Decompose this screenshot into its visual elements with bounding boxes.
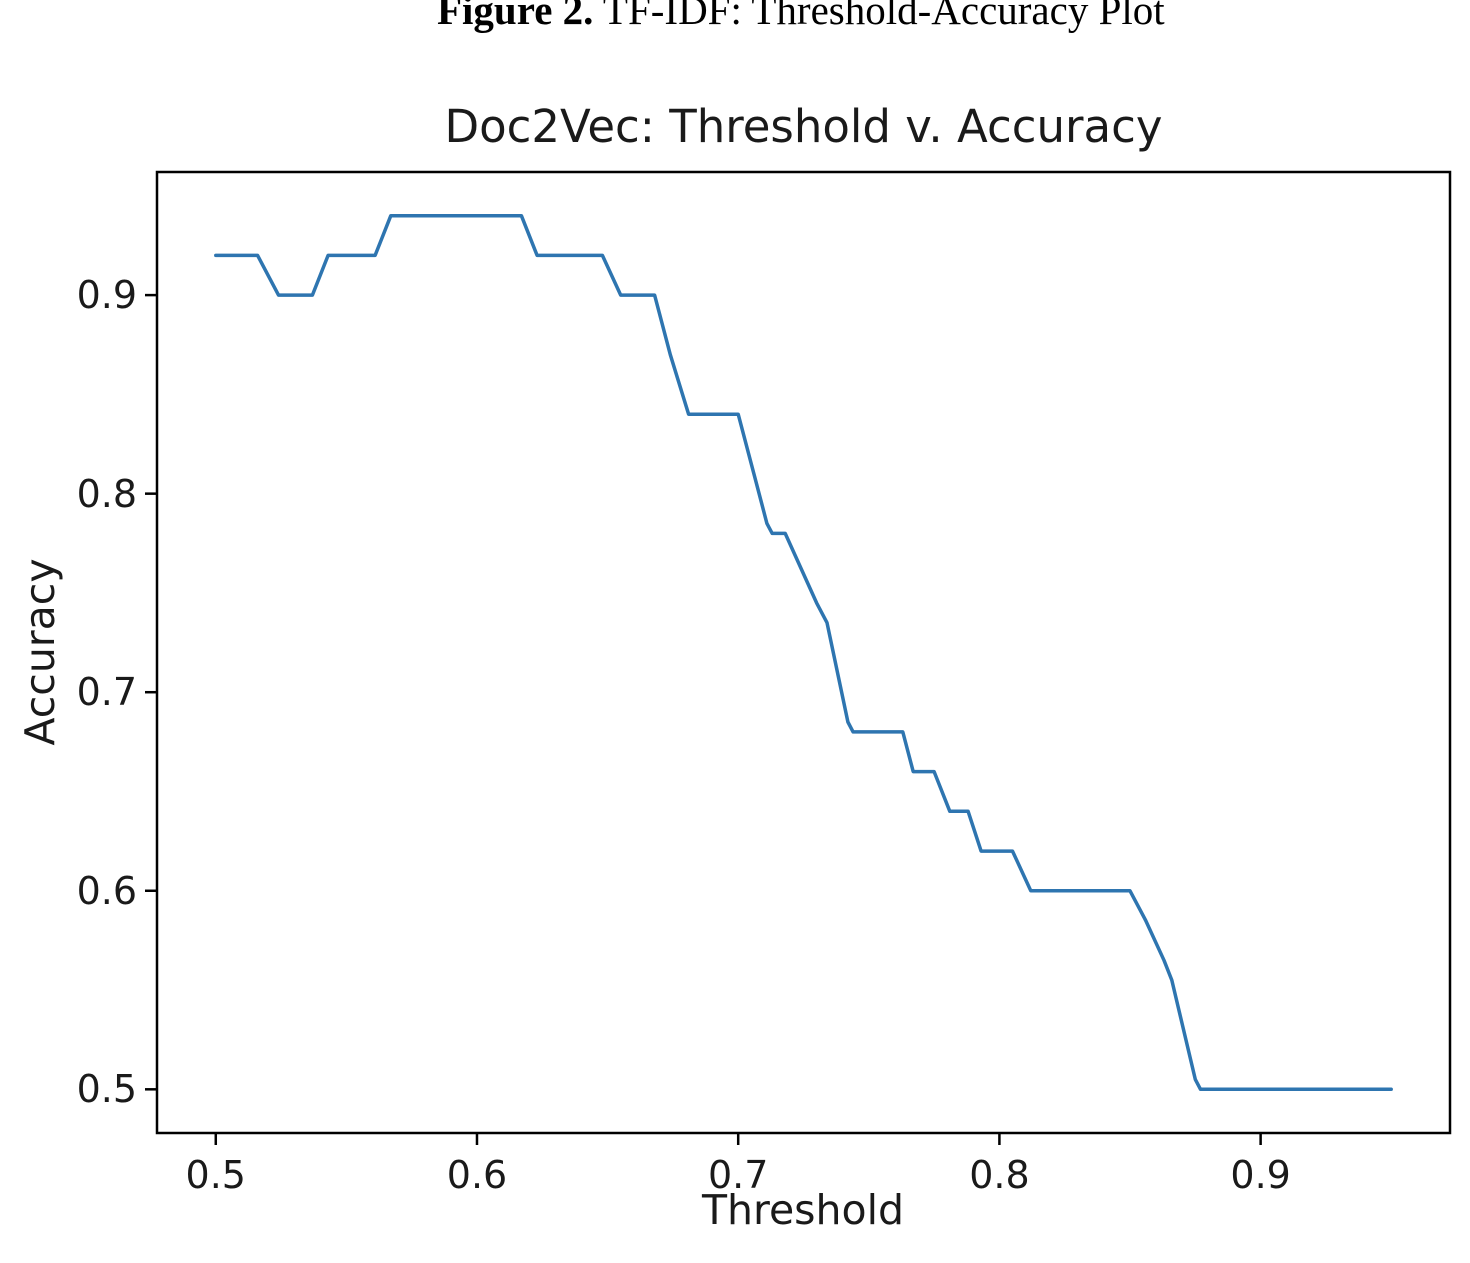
- x-tick-label: 0.8: [969, 1153, 1030, 1197]
- y-tick-label: 0.7: [76, 670, 137, 715]
- y-tick-label: 0.9: [76, 273, 137, 318]
- x-axis-label: Threshold: [701, 1186, 905, 1234]
- y-tick-label: 0.6: [76, 868, 137, 913]
- x-tick-label: 0.9: [1230, 1153, 1291, 1197]
- y-tick-label: 0.5: [76, 1067, 137, 1112]
- figure-caption-text: TF-IDF: Threshold-Accuracy Plot: [593, 0, 1165, 33]
- x-tick-label: 0.7: [707, 1153, 769, 1197]
- chart-title: Doc2Vec: Threshold v. Accuracy: [444, 100, 1163, 153]
- y-tick-label: 0.8: [76, 471, 137, 516]
- axes-box: [155, 170, 1452, 1135]
- figure-caption: Figure 2. TF-IDF: Threshold-Accuracy Plo…: [437, 0, 1165, 31]
- x-tick-label: 0.5: [185, 1153, 246, 1197]
- accuracy-line: [214, 213, 1393, 1092]
- x-tick-label: 0.6: [446, 1153, 508, 1197]
- figure-caption-number: Figure 2.: [437, 0, 594, 33]
- y-axis-label: Accuracy: [16, 558, 64, 746]
